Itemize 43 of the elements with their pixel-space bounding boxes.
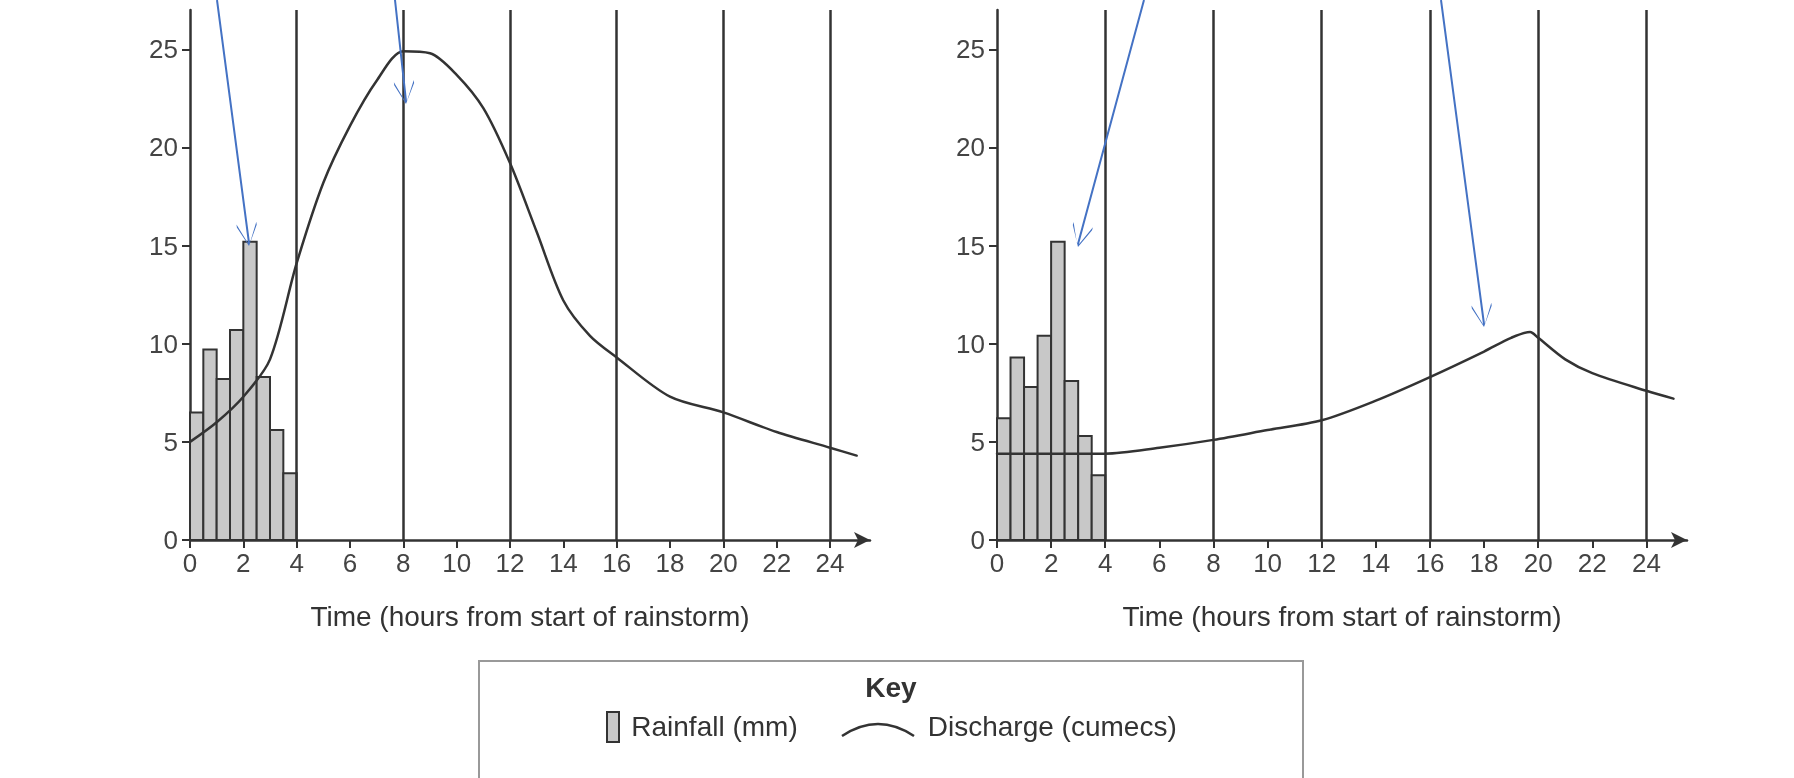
y-tick-label: 10 bbox=[956, 328, 985, 359]
x-tick-label: 22 bbox=[762, 548, 792, 578]
x-tick-label: 18 bbox=[1469, 548, 1499, 578]
y-tick-label: 20 bbox=[956, 132, 985, 163]
y-tick-label: 10 bbox=[149, 328, 178, 359]
x-tick-label: 4 bbox=[289, 548, 304, 578]
x-tick-label: 20 bbox=[1523, 548, 1553, 578]
y-tick-label: 25 bbox=[149, 34, 178, 65]
x-tick-label: 12 bbox=[495, 548, 525, 578]
y-tick-label: 0 bbox=[163, 525, 178, 555]
x-tick-label: 18 bbox=[655, 548, 685, 578]
x-tick-label: 14 bbox=[1361, 548, 1391, 578]
x-axis-title: Time (hours from start of rainstorm) bbox=[1122, 600, 1562, 632]
legend-title: Key bbox=[864, 672, 918, 704]
x-tick-label: 10 bbox=[1253, 548, 1283, 578]
legend-label: Discharge (cumecs) bbox=[927, 711, 1177, 743]
x-tick-label: 6 bbox=[342, 548, 358, 578]
x-tick-label: 24 bbox=[1631, 548, 1661, 578]
x-axis-title: Time (hours from start of rainstorm) bbox=[310, 600, 750, 632]
y-tick-label: 5 bbox=[163, 426, 178, 457]
x-tick-label: 24 bbox=[815, 548, 845, 578]
x-tick-label: 0 bbox=[989, 548, 1005, 578]
x-tick-label: 2 bbox=[236, 548, 251, 578]
y-tick-label: 0 bbox=[970, 525, 985, 555]
legend-label: Rainfall (mm) bbox=[631, 711, 798, 743]
x-tick-label: 16 bbox=[1415, 548, 1445, 578]
x-tick-label: 14 bbox=[548, 548, 578, 578]
x-tick-label: 20 bbox=[708, 548, 738, 578]
x-tick-label: 22 bbox=[1577, 548, 1607, 578]
y-tick-label: 15 bbox=[956, 230, 985, 261]
x-tick-label: 8 bbox=[1206, 548, 1221, 578]
x-tick-label: 10 bbox=[442, 548, 472, 578]
x-tick-label: 4 bbox=[1098, 548, 1113, 578]
x-tick-label: 16 bbox=[602, 548, 632, 578]
x-tick-label: 8 bbox=[396, 548, 411, 578]
x-tick-label: 6 bbox=[1152, 548, 1167, 578]
y-tick-label: 15 bbox=[149, 230, 178, 261]
y-tick-label: 5 bbox=[970, 426, 985, 457]
x-tick-label: 12 bbox=[1307, 548, 1337, 578]
x-tick-label: 2 bbox=[1043, 548, 1059, 578]
y-tick-label: 20 bbox=[149, 132, 178, 163]
x-tick-label: 0 bbox=[182, 548, 198, 578]
y-tick-label: 25 bbox=[956, 34, 985, 65]
